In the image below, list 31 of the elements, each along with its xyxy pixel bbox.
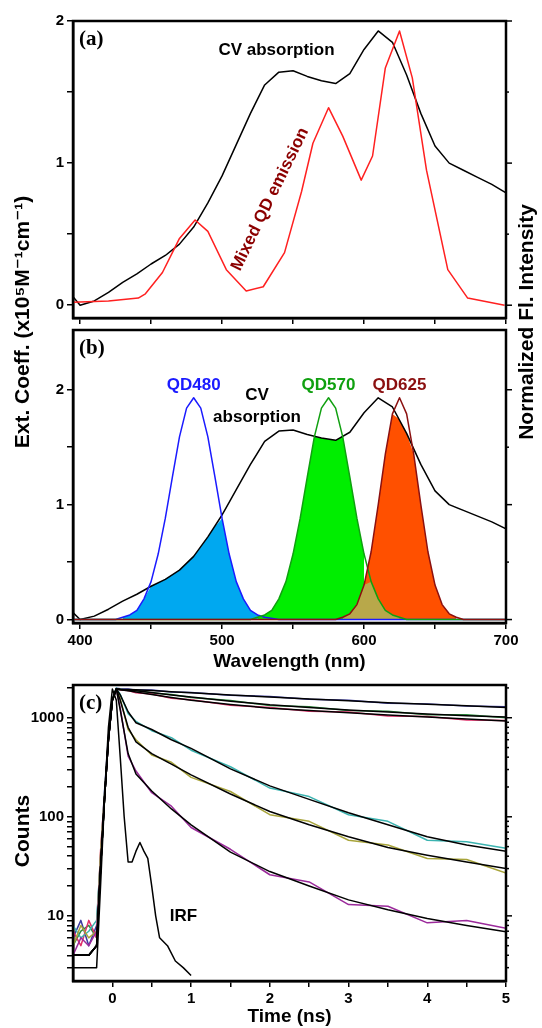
y-tick-label: 2 bbox=[55, 11, 64, 29]
y-tick-label: 100 bbox=[38, 806, 64, 824]
series-label: QD570 bbox=[301, 374, 356, 394]
x-tick-label: 3 bbox=[344, 989, 353, 1007]
y-tick-label: 1 bbox=[55, 494, 64, 512]
series-label: QD625 bbox=[372, 374, 427, 394]
x-tick-label: 400 bbox=[67, 631, 93, 649]
x-tick-label: 500 bbox=[209, 631, 235, 649]
y-tick-label: 0 bbox=[55, 295, 64, 313]
y2-axis-title: Normalized Fl. Intensity bbox=[514, 204, 538, 440]
series-label: CV absorption bbox=[218, 40, 335, 60]
y-tick-label: 2 bbox=[55, 379, 64, 397]
annotation: (c) bbox=[79, 689, 103, 714]
annotation: (a) bbox=[79, 25, 104, 50]
x-axis-title: Time (ns) bbox=[247, 1004, 332, 1026]
y-tick-label: 10 bbox=[47, 906, 64, 923]
x-tick-label: 700 bbox=[493, 631, 519, 649]
x-tick-label: 4 bbox=[423, 989, 433, 1007]
series-label: IRF bbox=[169, 905, 198, 925]
x-tick-label: 1 bbox=[186, 989, 196, 1007]
x-tick-label: 5 bbox=[501, 989, 511, 1007]
y-axis-title: Counts bbox=[10, 794, 34, 868]
x-tick-label: 2 bbox=[265, 989, 274, 1007]
y-axis-title: Ext. Coeff. (x10⁵M⁻¹cm⁻¹) bbox=[10, 195, 34, 449]
annotation: (b) bbox=[79, 334, 105, 359]
x-tick-label: 600 bbox=[351, 631, 377, 649]
y-tick-label: 0 bbox=[55, 609, 64, 627]
y-tick-label: 1 bbox=[55, 153, 64, 171]
y-tick-label: 1000 bbox=[30, 707, 64, 725]
x-tick-label: 0 bbox=[108, 989, 117, 1007]
x-axis-title: Wavelength (nm) bbox=[213, 649, 366, 671]
